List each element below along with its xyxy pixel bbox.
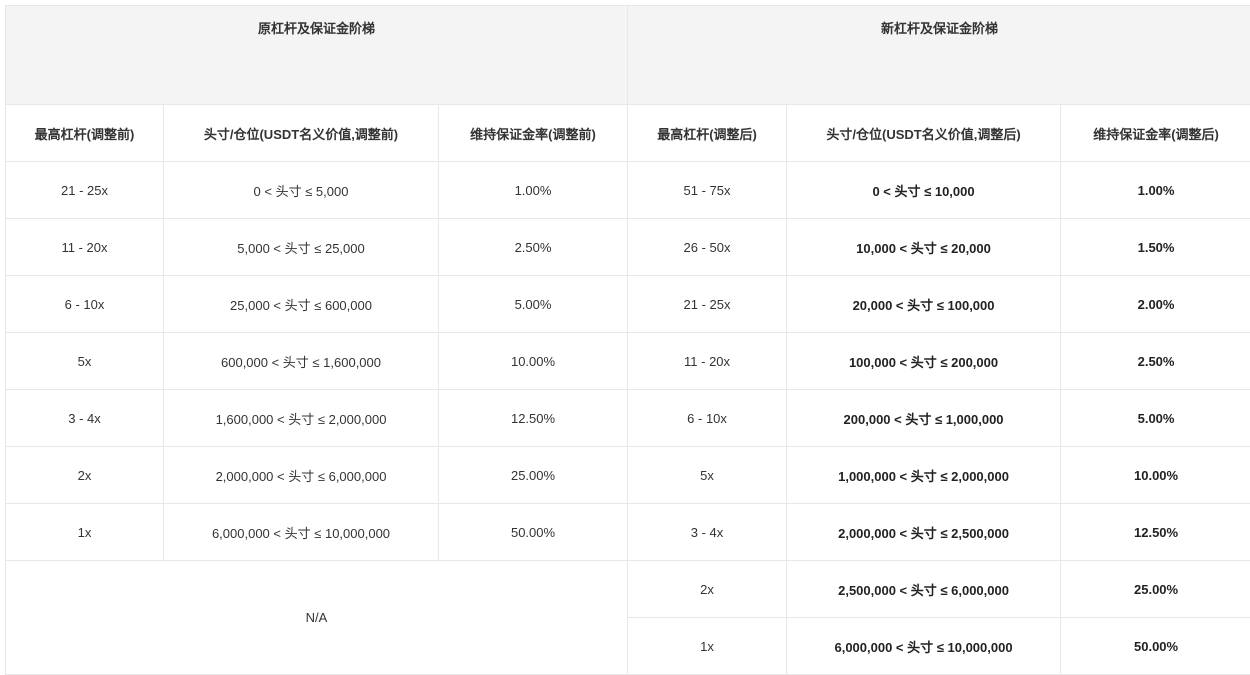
- column-header: 最高杠杆(调整前): [6, 105, 164, 162]
- table-cell: 12.50%: [439, 390, 628, 447]
- column-header: 最高杠杆(调整后): [628, 105, 787, 162]
- table-cell: 2,500,000 < 头寸 ≤ 6,000,000: [787, 561, 1061, 618]
- column-header: 维持保证金率(调整前): [439, 105, 628, 162]
- table-cell: 50.00%: [439, 504, 628, 561]
- not-applicable-cell: N/A: [6, 561, 628, 675]
- table-cell: 3 - 4x: [628, 504, 787, 561]
- old-tier-title: 原杠杆及保证金阶梯: [6, 6, 628, 105]
- table-cell: 6 - 10x: [628, 390, 787, 447]
- table-cell: 100,000 < 头寸 ≤ 200,000: [787, 333, 1061, 390]
- column-header-row: 最高杠杆(调整前) 头寸/仓位(USDT名义价值,调整前) 维持保证金率(调整前…: [6, 105, 1250, 162]
- table-cell: 25,000 < 头寸 ≤ 600,000: [164, 276, 439, 333]
- leverage-margin-table: 原杠杆及保证金阶梯 新杠杆及保证金阶梯 最高杠杆(调整前) 头寸/仓位(USDT…: [5, 5, 1250, 675]
- table-cell: 21 - 25x: [6, 162, 164, 219]
- table-cell: 5.00%: [1061, 390, 1250, 447]
- table-cell: 200,000 < 头寸 ≤ 1,000,000: [787, 390, 1061, 447]
- table-cell: 2.50%: [1061, 333, 1250, 390]
- group-header-row: 原杠杆及保证金阶梯 新杠杆及保证金阶梯: [6, 6, 1250, 105]
- table-cell: 10.00%: [1061, 447, 1250, 504]
- table-cell: 2,000,000 < 头寸 ≤ 6,000,000: [164, 447, 439, 504]
- table-cell: 0 < 头寸 ≤ 5,000: [164, 162, 439, 219]
- table-cell: 50.00%: [1061, 618, 1250, 675]
- table-cell: 2x: [628, 561, 787, 618]
- table-cell: 10.00%: [439, 333, 628, 390]
- table-cell: 1x: [628, 618, 787, 675]
- column-header: 头寸/仓位(USDT名义价值,调整后): [787, 105, 1061, 162]
- table-cell: 2.50%: [439, 219, 628, 276]
- table-cell: 21 - 25x: [628, 276, 787, 333]
- table-cell: 5.00%: [439, 276, 628, 333]
- table-cell: 6 - 10x: [6, 276, 164, 333]
- table-cell: 3 - 4x: [6, 390, 164, 447]
- table-cell: 600,000 < 头寸 ≤ 1,600,000: [164, 333, 439, 390]
- table-cell: 2,000,000 < 头寸 ≤ 2,500,000: [787, 504, 1061, 561]
- table-cell: 20,000 < 头寸 ≤ 100,000: [787, 276, 1061, 333]
- table-cell: 12.50%: [1061, 504, 1250, 561]
- table-cell: 25.00%: [439, 447, 628, 504]
- table-cell: 11 - 20x: [628, 333, 787, 390]
- table-cell: 0 < 头寸 ≤ 10,000: [787, 162, 1061, 219]
- table-cell: 26 - 50x: [628, 219, 787, 276]
- table-cell: 1,000,000 < 头寸 ≤ 2,000,000: [787, 447, 1061, 504]
- table-cell: 11 - 20x: [6, 219, 164, 276]
- column-header: 维持保证金率(调整后): [1061, 105, 1250, 162]
- table-cell: 5x: [628, 447, 787, 504]
- table-cell: 51 - 75x: [628, 162, 787, 219]
- table-cell: 6,000,000 < 头寸 ≤ 10,000,000: [787, 618, 1061, 675]
- table-cell: 1,600,000 < 头寸 ≤ 2,000,000: [164, 390, 439, 447]
- table-cell: 25.00%: [1061, 561, 1250, 618]
- new-tier-title: 新杠杆及保证金阶梯: [628, 6, 1250, 105]
- table-cell: 5,000 < 头寸 ≤ 25,000: [164, 219, 439, 276]
- table-cell: 10,000 < 头寸 ≤ 20,000: [787, 219, 1061, 276]
- table-cell: 1x: [6, 504, 164, 561]
- table-cell: 2x: [6, 447, 164, 504]
- table-cell: 2.00%: [1061, 276, 1250, 333]
- table-cell: 1.00%: [1061, 162, 1250, 219]
- table-cell: 1.00%: [439, 162, 628, 219]
- column-header: 头寸/仓位(USDT名义价值,调整前): [164, 105, 439, 162]
- table-cell: 6,000,000 < 头寸 ≤ 10,000,000: [164, 504, 439, 561]
- table-cell: 1.50%: [1061, 219, 1250, 276]
- table-cell: 5x: [6, 333, 164, 390]
